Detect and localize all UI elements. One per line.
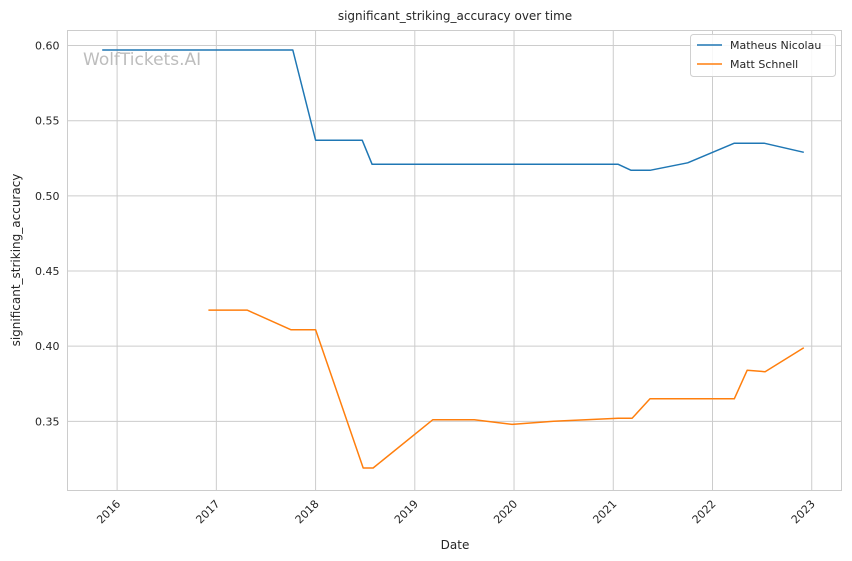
x-axis-ticks: 2016 2017 2018 2019 2020 2021 2022 2023 (94, 497, 818, 526)
x-axis-label: Date (441, 538, 470, 552)
legend-label-series-2: Matt Schnell (730, 58, 798, 71)
watermark: WolfTickets.AI (83, 50, 201, 70)
x-tick-label: 2019 (392, 497, 421, 526)
y-axis-label: significant_striking_accuracy (9, 174, 23, 347)
x-tick-label: 2021 (590, 497, 619, 526)
y-tick-label: 0.55 (35, 115, 60, 128)
y-tick-label: 0.35 (35, 415, 60, 428)
legend: Matheus Nicolau Matt Schnell (690, 34, 836, 77)
x-tick-label: 2016 (94, 497, 123, 526)
chart-title: significant_striking_accuracy over time (338, 9, 572, 23)
x-tick-label: 2018 (293, 497, 322, 526)
x-tick-label: 2017 (193, 497, 222, 526)
legend-label-series-1: Matheus Nicolau (730, 39, 821, 52)
x-tick-label: 2020 (491, 497, 520, 526)
series-line-1 (102, 49, 804, 172)
gridlines (67, 30, 842, 491)
series-line-2 (208, 309, 805, 469)
y-tick-label: 0.45 (35, 265, 60, 278)
y-tick-label: 0.50 (35, 190, 60, 203)
x-tick-label: 2022 (690, 497, 719, 526)
y-tick-label: 0.40 (35, 340, 60, 353)
x-tick-label: 2023 (789, 497, 818, 526)
y-tick-label: 0.60 (35, 40, 60, 53)
series-lines (102, 49, 805, 469)
legend-box (690, 34, 836, 77)
y-axis-ticks: 0.35 0.40 0.45 0.50 0.55 0.60 (35, 40, 60, 429)
